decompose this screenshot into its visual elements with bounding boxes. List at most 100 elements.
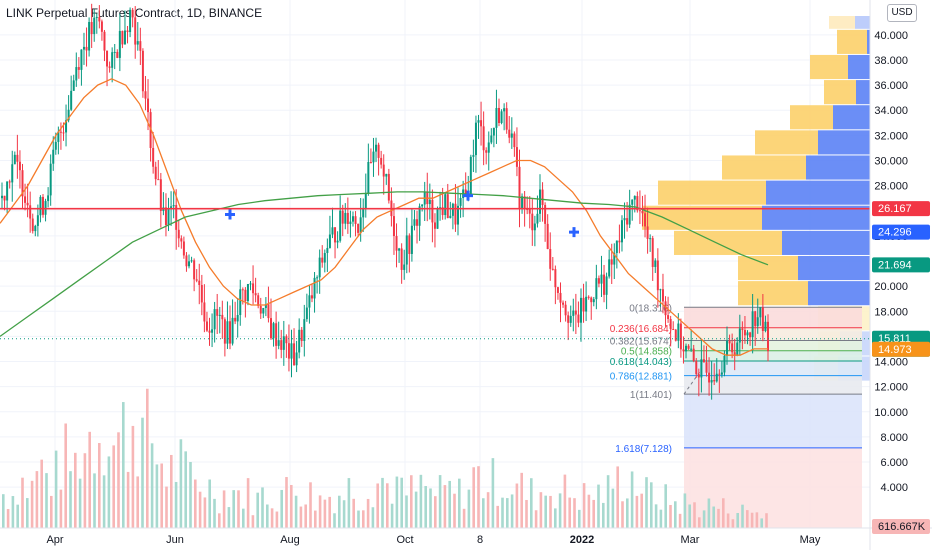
y-tick-label: 30.000	[874, 155, 908, 167]
candle-body	[354, 216, 357, 224]
volume-profile-down	[848, 54, 870, 80]
price-axis[interactable]: 40.000 38.000 36.000 34.000 32.000 30.000 28.0…	[869, 0, 932, 550]
candle-body	[336, 240, 339, 243]
price-label: 15.811	[878, 333, 911, 345]
volume-bar	[563, 474, 567, 528]
candle-body	[103, 31, 106, 51]
candle-body	[93, 17, 96, 35]
y-tick-label: 6.000	[880, 457, 908, 469]
volume-bar	[203, 497, 207, 528]
candle-body	[726, 340, 729, 356]
candle-body	[139, 41, 142, 51]
candle-body	[608, 259, 611, 277]
candle-body	[252, 283, 255, 294]
candle-body	[697, 374, 700, 378]
candle-body	[1, 195, 3, 199]
volume-bar	[160, 463, 163, 528]
candle-body	[500, 111, 503, 124]
time-axis[interactable]: Apr Jun Aug Oct 8 2022 Mar May	[0, 527, 932, 546]
candle-body	[254, 293, 257, 296]
fibonacci-retracement[interactable]: 0(18.316) 0.236(16.684)0.382(15.674)0.5(1…	[610, 303, 862, 528]
candle-body	[211, 329, 214, 333]
volume-bar	[650, 482, 653, 528]
price-labels: 26.16724.29621.69415.81115:12:0114.97361…	[872, 201, 930, 534]
currency-badge[interactable]: USD	[887, 4, 917, 22]
candle-body	[592, 299, 595, 303]
candle-body	[585, 296, 588, 312]
candle-body	[167, 209, 170, 226]
fib-zone	[684, 350, 862, 361]
volume-bar	[299, 506, 303, 528]
volume-bar	[69, 471, 72, 528]
y-tick-label: 4.000	[880, 482, 908, 494]
volume-bar	[6, 509, 10, 528]
candle-body	[75, 67, 78, 81]
candle-body	[275, 323, 278, 346]
volume-bar	[189, 462, 192, 528]
candle-body	[418, 206, 421, 226]
candle-body	[198, 280, 201, 286]
y-tick-label: 12.000	[874, 382, 908, 394]
price-label-bg	[872, 201, 930, 217]
volume-bar	[501, 497, 504, 528]
x-tick-label: May	[800, 534, 821, 546]
volume-bar	[83, 453, 87, 528]
candle-body	[736, 342, 739, 356]
candle-body	[62, 132, 65, 134]
volume-bar	[582, 483, 586, 528]
candle-body	[213, 309, 216, 330]
candle-body	[298, 329, 301, 353]
volume-bar	[131, 425, 135, 528]
candle-body	[41, 196, 44, 215]
volume-bar	[395, 476, 399, 528]
volume-bar	[616, 466, 619, 528]
candle-body	[405, 235, 408, 265]
candle-body	[57, 131, 60, 142]
volume-profile-up	[722, 155, 806, 180]
candle-body	[659, 289, 662, 291]
candle-body	[182, 241, 185, 256]
volume-bar	[11, 496, 15, 528]
candle-body	[385, 173, 388, 177]
volume-bar	[122, 402, 125, 528]
volume-bar	[136, 476, 139, 528]
volume-profile-up	[738, 255, 798, 281]
volume-bar	[218, 513, 221, 528]
price-label-bg	[872, 257, 930, 273]
volume-bar	[74, 452, 77, 528]
candle-body	[257, 295, 260, 306]
volume-profile-up	[755, 130, 818, 155]
candle-body	[577, 314, 580, 323]
volume-bar	[424, 486, 427, 528]
candle-body	[77, 67, 80, 70]
volume-bar	[50, 495, 53, 528]
candle-body	[351, 216, 354, 222]
horizontal-line[interactable]	[0, 207, 870, 340]
volume-profile-down	[762, 205, 870, 230]
candle-body	[600, 274, 603, 284]
candle-body	[18, 161, 21, 171]
volume-bar	[198, 491, 202, 528]
candle-body	[595, 278, 598, 300]
volume-bar	[530, 478, 533, 528]
candle-body	[767, 321, 769, 352]
price-label: 14.973	[878, 344, 912, 356]
volume-bar	[333, 513, 336, 528]
candle-body	[702, 359, 705, 363]
candle-body	[226, 321, 229, 344]
candle-body	[85, 46, 88, 51]
candle-body	[518, 166, 521, 209]
volume-bar	[54, 450, 58, 528]
candle-body	[287, 343, 290, 359]
candle-body	[464, 189, 467, 197]
cross-marker	[569, 227, 579, 238]
x-tick-label: Oct	[396, 534, 413, 546]
candle-body	[113, 51, 116, 53]
candle-body	[690, 348, 693, 350]
volume-bar	[472, 467, 475, 528]
candle-body	[339, 210, 342, 241]
volume-bar	[261, 487, 264, 528]
candle-body	[718, 373, 721, 375]
volume-profile-down	[833, 105, 870, 130]
